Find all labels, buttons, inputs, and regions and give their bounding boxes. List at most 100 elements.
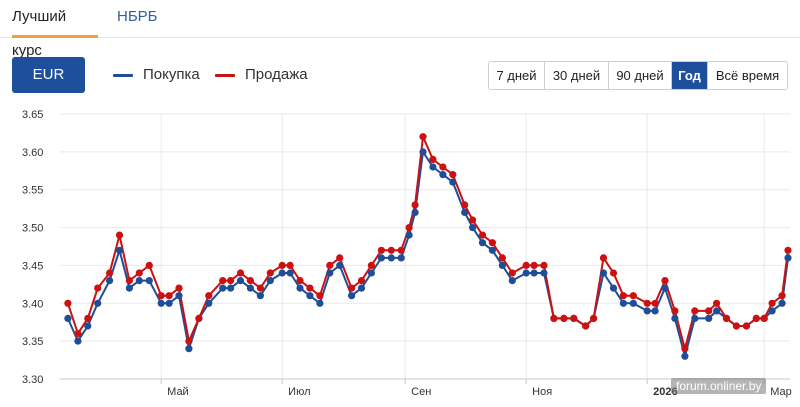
data-point-sell: [278, 261, 286, 269]
period-90-days[interactable]: 90 дней: [609, 62, 672, 89]
x-tick-label: Ноя: [532, 386, 552, 398]
data-point-buy: [185, 345, 193, 353]
data-point-sell: [357, 277, 366, 285]
data-point-sell: [619, 292, 628, 300]
data-point-sell: [508, 269, 516, 277]
data-point-buy: [599, 269, 608, 277]
data-point-sell: [671, 307, 679, 315]
legend-item-sell[interactable]: Продажа: [215, 66, 325, 84]
legend-label-buy: Покупка: [143, 66, 200, 83]
data-point-sell: [469, 216, 477, 224]
y-tick-label: 3.65: [22, 109, 43, 121]
data-point-sell: [550, 314, 558, 322]
data-point-sell: [599, 254, 608, 262]
data-point-sell: [570, 314, 578, 322]
data-point-buy: [522, 269, 530, 277]
y-tick-label: 3.55: [22, 185, 43, 197]
data-point-buy: [246, 284, 254, 292]
data-point-sell: [784, 246, 792, 254]
x-tick-label: Май: [167, 386, 189, 398]
period-selector: 7 дней 30 дней 90 дней Год Всё время: [488, 61, 788, 90]
data-point-buy: [357, 284, 366, 292]
rate-chart: 3.30 3.35 3.40 3.45 3.50 3.55 3.60 3.65 Май Июл Се…: [22, 109, 792, 398]
legend-line-buy: [113, 74, 133, 77]
data-point-sell: [530, 261, 538, 269]
data-point-buy: [478, 239, 487, 247]
data-point-sell: [590, 314, 598, 322]
data-point-buy: [691, 314, 699, 322]
data-point-buy: [629, 299, 637, 307]
legend-item-buy[interactable]: Покупка: [113, 66, 223, 84]
data-point-buy: [498, 261, 506, 269]
data-point-sell: [752, 314, 760, 322]
data-point-sell: [713, 299, 721, 307]
data-point-buy: [266, 277, 274, 285]
x-tick-label: Мар: [770, 386, 792, 398]
data-point-buy: [125, 284, 133, 292]
data-point-buy: [227, 284, 235, 292]
period-7-days[interactable]: 7 дней: [489, 62, 545, 89]
data-point-sell: [429, 155, 437, 163]
data-point-sell: [705, 307, 713, 315]
data-point-sell: [286, 261, 294, 269]
period-all-time[interactable]: Всё время: [708, 62, 787, 89]
tab-nbrb[interactable]: НБРБ: [117, 8, 158, 25]
data-point-sell: [306, 284, 314, 292]
y-tick-label: 3.40: [22, 298, 43, 310]
data-point-sell: [449, 171, 457, 179]
y-tick-label: 3.60: [22, 147, 43, 159]
data-point-sell: [115, 231, 124, 239]
data-point-buy: [768, 307, 776, 315]
data-point-buy: [397, 254, 405, 262]
data-point-buy: [449, 178, 457, 186]
data-point-sell: [326, 261, 334, 269]
data-point-buy: [316, 299, 324, 307]
data-point-sell: [732, 322, 741, 330]
data-point-buy: [165, 299, 173, 307]
data-point-sell: [560, 314, 568, 322]
data-point-sell: [768, 299, 776, 307]
data-point-sell: [348, 284, 356, 292]
data-point-sell: [643, 299, 651, 307]
data-point-sell: [106, 269, 114, 277]
data-point-sell: [227, 277, 235, 285]
data-point-buy: [286, 269, 294, 277]
tab-best-rate[interactable]: Лучший курс: [12, 0, 98, 59]
data-point-buy: [405, 231, 413, 239]
data-point-sell: [266, 269, 274, 277]
data-point-buy: [157, 299, 165, 307]
data-point-buy: [705, 314, 713, 322]
data-point-buy: [681, 352, 689, 360]
data-point-buy: [205, 299, 213, 307]
y-tick-label: 3.50: [22, 223, 43, 235]
data-point-sell: [145, 261, 153, 269]
data-point-sell: [405, 224, 413, 232]
currency-select-button[interactable]: EUR: [12, 57, 85, 93]
data-point-sell: [236, 269, 245, 277]
data-point-sell: [377, 246, 385, 254]
data-point-buy: [439, 171, 447, 179]
data-point-sell: [195, 314, 203, 322]
data-point-buy: [175, 292, 183, 300]
data-point-buy: [713, 307, 721, 315]
series-line-sell: [66, 135, 789, 350]
data-point-buy: [367, 269, 375, 277]
data-point-sell: [316, 292, 324, 300]
data-point-sell: [175, 284, 183, 292]
data-point-buy: [296, 284, 304, 292]
y-tick-label: 3.45: [22, 260, 43, 272]
data-point-buy: [64, 314, 72, 322]
data-point-buy: [94, 299, 102, 307]
data-point-sell: [367, 261, 375, 269]
data-point-sell: [488, 239, 496, 247]
data-point-sell: [498, 254, 506, 262]
period-30-days[interactable]: 30 дней: [545, 62, 609, 89]
data-point-buy: [256, 292, 264, 300]
period-year[interactable]: Год: [672, 62, 708, 89]
data-point-buy: [643, 307, 651, 315]
data-point-sell: [582, 322, 590, 330]
data-point-buy: [336, 261, 344, 269]
data-point-buy: [377, 254, 385, 262]
data-point-sell: [478, 231, 487, 239]
data-point-buy: [530, 269, 538, 277]
